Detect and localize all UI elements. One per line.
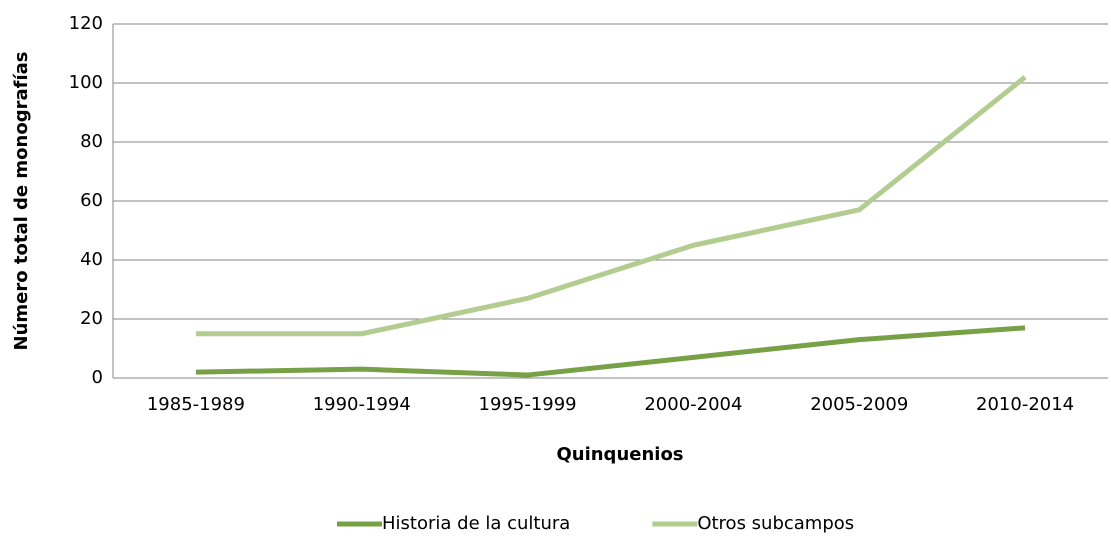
x-tick-label: 1990-1994 <box>313 394 411 415</box>
series-line <box>195 75 1027 337</box>
y-tick-label: 60 <box>80 190 103 211</box>
x-tick-label: 2005-2009 <box>810 394 908 415</box>
x-tick-label: 2010-2014 <box>976 394 1074 415</box>
x-axis-title: Quinquenios <box>556 444 683 465</box>
x-tick-label: 1995-1999 <box>479 394 577 415</box>
x-tick-label: 2000-2004 <box>644 394 742 415</box>
y-tick-label: 40 <box>80 249 103 270</box>
x-tick-label: 1985-1989 <box>147 394 245 415</box>
y-tick-label: 80 <box>80 131 103 152</box>
y-tick-label: 0 <box>92 367 103 388</box>
y-tick-label: 100 <box>69 72 103 93</box>
y-axis-title: Número total de monografías <box>11 52 32 351</box>
legend-label: Historia de la cultura <box>382 513 570 534</box>
series-line <box>195 325 1026 378</box>
y-tick-label: 20 <box>80 308 103 329</box>
legend-label: Otros subcampos <box>697 513 854 534</box>
y-tick-label: 120 <box>69 13 103 34</box>
